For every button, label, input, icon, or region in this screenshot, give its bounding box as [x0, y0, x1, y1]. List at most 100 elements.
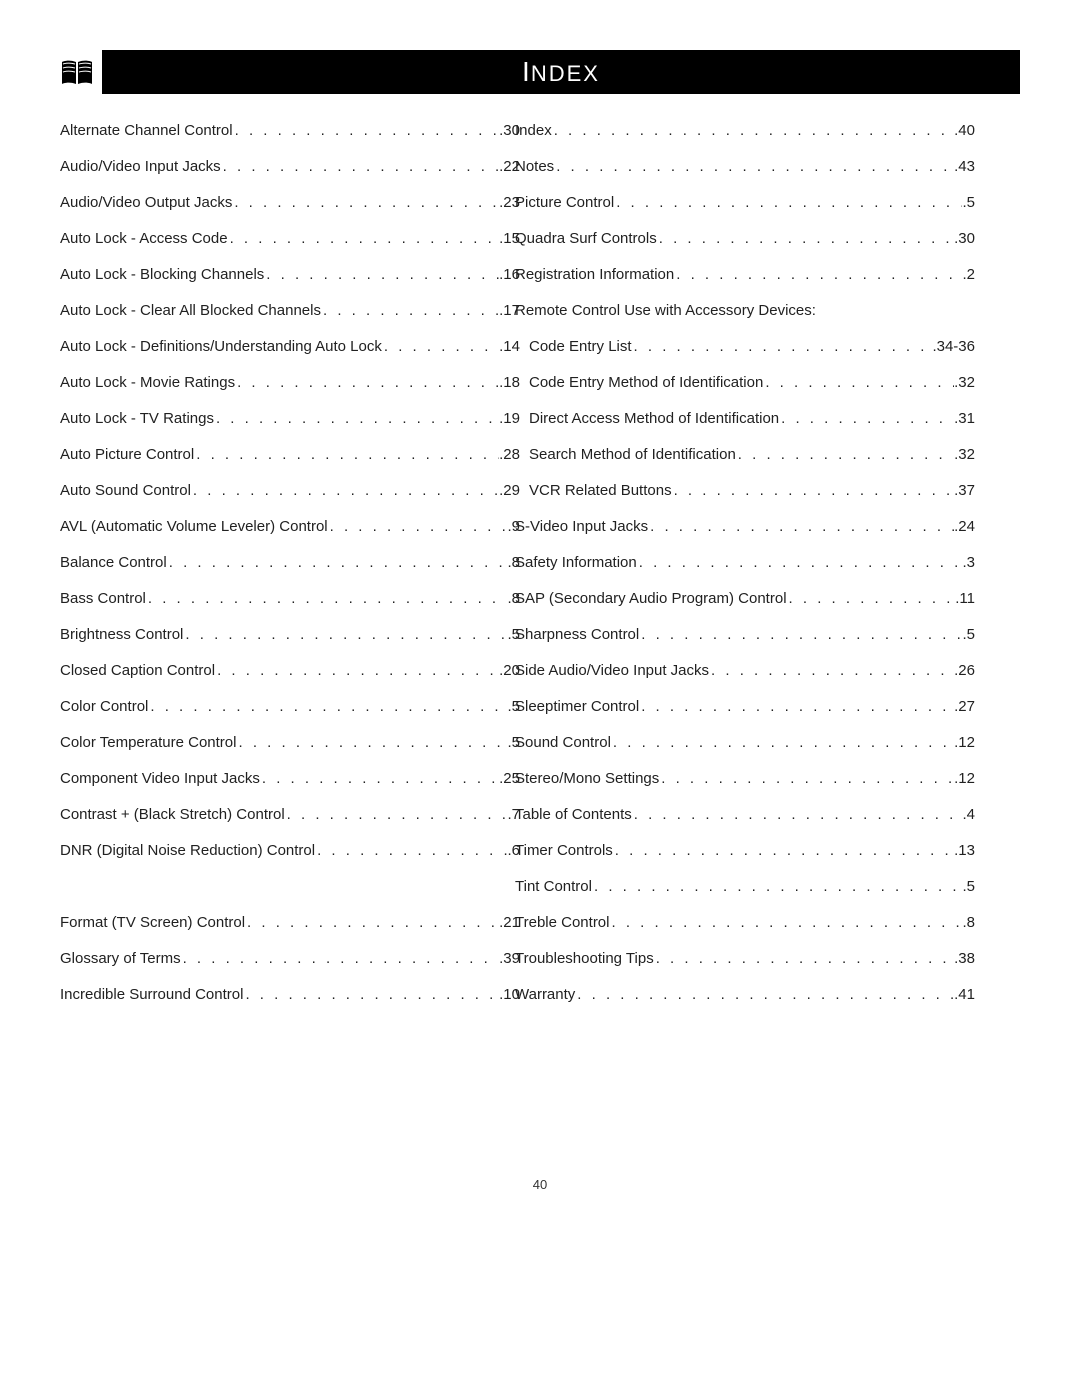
- dot-leader: . . . . . . . . . . . . . . . . . . . . …: [285, 806, 508, 823]
- entry-label: DNR (Digital Noise Reduction) Control: [60, 842, 315, 859]
- index-entry: Auto Lock - Movie Ratings . . . . . . . …: [60, 374, 520, 410]
- index-entry: Index . . . . . . . . . . . . . . . . . …: [515, 122, 975, 158]
- entry-label: Code Entry List: [515, 338, 632, 355]
- entry-label: AVL (Automatic Volume Leveler) Control: [60, 518, 328, 535]
- entry-label: Auto Lock - Movie Ratings: [60, 374, 235, 391]
- index-entry: Stereo/Mono Settings . . . . . . . . . .…: [515, 770, 975, 806]
- title-bar: INDEX: [102, 50, 1020, 94]
- entry-label: Treble Control: [515, 914, 609, 931]
- dot-leader: . . . . . . . . . . . . . . . . . . . . …: [779, 410, 954, 427]
- dot-leader: . . . . . . . . . . . . . . . . . . . . …: [236, 734, 507, 751]
- entry-label: Bass Control: [60, 590, 146, 607]
- entry-page: .38: [954, 950, 975, 967]
- entry-page: .32: [954, 446, 975, 463]
- dot-leader: . . . . . . . . . . . . . . . . . . . . …: [194, 446, 499, 463]
- entry-label: Picture Control: [515, 194, 614, 211]
- right-column: Index . . . . . . . . . . . . . . . . . …: [515, 122, 975, 1022]
- index-entry: Bass Control . . . . . . . . . . . . . .…: [60, 590, 520, 626]
- dot-leader: . . . . . . . . . . . . . . . . . . . . …: [614, 194, 962, 211]
- entry-label: Troubleshooting Tips: [515, 950, 654, 967]
- entry-label: Stereo/Mono Settings: [515, 770, 659, 787]
- index-entry: Auto Picture Control . . . . . . . . . .…: [60, 446, 520, 482]
- index-entry: Picture Control . . . . . . . . . . . . …: [515, 194, 975, 230]
- dot-leader: . . . . . . . . . . . . . . . . . . . . …: [321, 302, 499, 319]
- index-entry: Contrast + (Black Stretch) Control . . .…: [60, 806, 520, 842]
- index-entry: Notes . . . . . . . . . . . . . . . . . …: [515, 158, 975, 194]
- entry-label: Auto Sound Control: [60, 482, 191, 499]
- index-entry: SAP (Secondary Audio Program) Control . …: [515, 590, 975, 626]
- entry-label: Index: [515, 122, 552, 139]
- dot-leader: . . . . . . . . . . . . . . . . . . . . …: [672, 482, 955, 499]
- index-entry: Code Entry List . . . . . . . . . . . . …: [515, 338, 975, 374]
- entry-label: Glossary of Terms: [60, 950, 181, 967]
- index-entry: Audio/Video Output Jacks . . . . . . . .…: [60, 194, 520, 230]
- dot-leader: . . . . . . . . . . . . . . . . . . . . …: [639, 698, 954, 715]
- dot-leader: . . . . . . . . . . . . . . . . . . . . …: [639, 626, 962, 643]
- index-entry: Auto Lock - Blocking Channels . . . . . …: [60, 266, 520, 302]
- entry-label: Side Audio/Video Input Jacks: [515, 662, 709, 679]
- index-entry: Search Method of Identification . . . . …: [515, 446, 975, 482]
- dot-leader: . . . . . . . . . . . . . . . . . . . . …: [181, 950, 500, 967]
- index-entry: Sleeptimer Control . . . . . . . . . . .…: [515, 698, 975, 734]
- index-entry: Quadra Surf Controls . . . . . . . . . .…: [515, 230, 975, 266]
- entry-label: Audio/Video Input Jacks: [60, 158, 221, 175]
- entry-label: Timer Controls: [515, 842, 613, 859]
- entry-label: Search Method of Identification: [515, 446, 736, 463]
- entry-label: Audio/Video Output Jacks: [60, 194, 232, 211]
- dot-leader: . . . . . . . . . . . . . . . . . . . . …: [146, 590, 508, 607]
- dot-leader: . . . . . . . . . . . . . . . . . . . . …: [328, 518, 508, 535]
- entry-page: .30: [954, 230, 975, 247]
- dot-leader: . . . . . . . . . . . . . . . . . . . . …: [657, 230, 954, 247]
- index-entry: S-Video Input Jacks . . . . . . . . . . …: [515, 518, 975, 554]
- dot-leader: . . . . . . . . . . . . . . . . . . . . …: [260, 770, 499, 787]
- entry-label: Closed Caption Control: [60, 662, 215, 679]
- entry-page: .41: [954, 986, 975, 1003]
- entry-page: .27: [954, 698, 975, 715]
- entry-page: .5: [962, 878, 975, 895]
- entry-label: Auto Lock - Blocking Channels: [60, 266, 264, 283]
- entry-page: .3: [962, 554, 975, 571]
- index-entry: Safety Information . . . . . . . . . . .…: [515, 554, 975, 590]
- entry-label: Auto Lock - Clear All Blocked Channels: [60, 302, 321, 319]
- entry-label: Code Entry Method of Identification: [515, 374, 763, 391]
- dot-leader: . . . . . . . . . . . . . . . . . . . . …: [674, 266, 962, 283]
- entry-page: .34-36: [932, 338, 975, 355]
- index-entry: Auto Lock - Clear All Blocked Channels .…: [60, 302, 520, 338]
- entry-page: .37: [954, 482, 975, 499]
- index-entry: Timer Controls . . . . . . . . . . . . .…: [515, 842, 975, 878]
- entry-label: Sleeptimer Control: [515, 698, 639, 715]
- entry-page: .5: [962, 626, 975, 643]
- dot-leader: . . . . . . . . . . . . . . . . . . . . …: [382, 338, 499, 355]
- index-entry: Brightness Control . . . . . . . . . . .…: [60, 626, 520, 662]
- index-entry: Audio/Video Input Jacks . . . . . . . . …: [60, 158, 520, 194]
- page-number: 40: [533, 1177, 547, 1192]
- dot-leader: . . . . . . . . . . . . . . . . . . . . …: [709, 662, 954, 679]
- dot-leader: . . . . . . . . . . . . . . . . . . . . …: [637, 554, 963, 571]
- index-entry: Troubleshooting Tips . . . . . . . . . .…: [515, 950, 975, 986]
- index-entry: Auto Lock - Access Code . . . . . . . . …: [60, 230, 520, 266]
- dot-leader: . . . . . . . . . . . . . . . . . . . . …: [233, 122, 500, 139]
- entry-page: .32: [954, 374, 975, 391]
- entry-label: Auto Lock - Access Code: [60, 230, 228, 247]
- entry-page: .12: [954, 770, 975, 787]
- dot-leader: . . . . . . . . . . . . . . . . . . . . …: [215, 662, 499, 679]
- dot-leader: . . . . . . . . . . . . . . . . . . . . …: [654, 950, 954, 967]
- index-entry: Incredible Surround Control . . . . . . …: [60, 986, 520, 1022]
- index-entry: Sharpness Control . . . . . . . . . . . …: [515, 626, 975, 662]
- entry-label: Balance Control: [60, 554, 167, 571]
- index-entry: VCR Related Buttons . . . . . . . . . . …: [515, 482, 975, 518]
- dot-leader: . . . . . . . . . . . . . . . . . . . . …: [148, 698, 507, 715]
- entry-label: Auto Lock - Definitions/Understanding Au…: [60, 338, 382, 355]
- index-entry: Glossary of Terms . . . . . . . . . . . …: [60, 950, 520, 986]
- entry-label: Sound Control: [515, 734, 611, 751]
- dot-leader: . . . . . . . . . . . . . . . . . . . . …: [228, 230, 500, 247]
- entry-label: Warranty: [515, 986, 575, 1003]
- page-footer: 40: [60, 1177, 1020, 1192]
- dot-leader: . . . . . . . . . . . . . . . . . . . . …: [736, 446, 954, 463]
- dot-leader: . . . . . . . . . . . . . . . . . . . . …: [554, 158, 954, 175]
- dot-leader: . . . . . . . . . . . . . . . . . . . . …: [264, 266, 499, 283]
- entry-page: .8: [962, 914, 975, 931]
- entry-page: .13: [954, 842, 975, 859]
- dot-leader: . . . . . . . . . . . . . . . . . . . . …: [235, 374, 499, 391]
- dot-leader: . . . . . . . . . . . . . . . . . . . . …: [167, 554, 508, 571]
